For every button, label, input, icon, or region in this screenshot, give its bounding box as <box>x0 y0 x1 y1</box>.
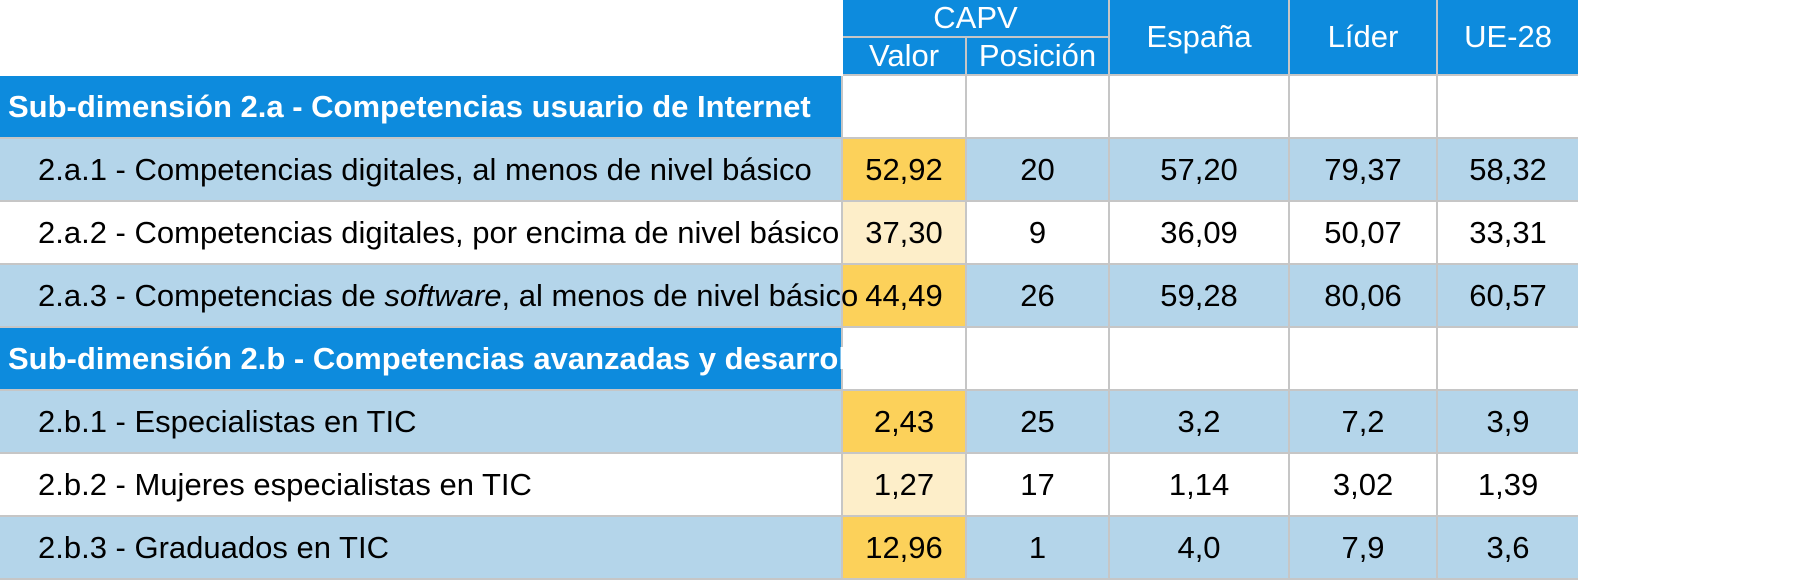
cell-capv-posicion: 1 <box>967 517 1111 580</box>
table-row: 2.b.1 - Especialistas en TIC 2,43 25 3,2 7,2… <box>0 391 1579 454</box>
table-row: 2.a.3 - Competencias de software, al men… <box>0 265 1579 328</box>
cell-lider: 79,37 <box>1290 139 1439 202</box>
indicator-label: 2.a.2 - Competencias digitales, por enci… <box>0 202 843 265</box>
header-col-capv-posicion: Posición <box>967 38 1111 76</box>
cell-ue28: 60,57 <box>1438 265 1579 328</box>
cell-capv-posicion: 20 <box>967 139 1111 202</box>
table-row: 2.a.2 - Competencias digitales, por enci… <box>0 202 1579 265</box>
header-corner-blank <box>0 0 843 76</box>
header-group-capv: CAPV <box>843 0 1111 38</box>
header-col-ue28: UE-28 <box>1438 0 1579 76</box>
header-row-bottom: Valor Posición <box>0 38 1578 76</box>
cell-espana: 57,20 <box>1110 139 1291 202</box>
indicator-label: 2.a.1 - Competencias digitales, al menos… <box>0 139 843 202</box>
cell-ue28: 3,6 <box>1438 517 1579 580</box>
header-col-espana: España <box>1110 0 1291 76</box>
table-header: CAPV España Líder UE-28 Valor Posición <box>0 0 1579 76</box>
cell-capv-valor: 12,96 <box>843 517 967 580</box>
section-blank-cell-ue28 <box>1438 76 1579 139</box>
section-header-row: Sub-dimensión 2.a - Competencias usuario… <box>0 76 1579 139</box>
section-blank-cell-valor <box>843 76 967 139</box>
section-blank-cell-espana <box>1110 76 1291 139</box>
section-blank-cell-ue28 <box>1438 328 1579 391</box>
header-col-lider: Líder <box>1290 0 1439 76</box>
cell-lider: 7,9 <box>1290 517 1439 580</box>
cell-espana: 3,2 <box>1110 391 1291 454</box>
cell-capv-posicion: 17 <box>967 454 1111 517</box>
indicator-label-emphasis: software <box>384 277 502 313</box>
table-row: 2.b.3 - Graduados en TIC 12,96 1 4,0 7,9 3,6 <box>0 517 1579 580</box>
section-blank-cell-espana <box>1110 328 1291 391</box>
cell-espana: 1,14 <box>1110 454 1291 517</box>
cell-capv-valor: 44,49 <box>843 265 967 328</box>
section-blank-cell-lider <box>1290 76 1439 139</box>
indicator-label: 2.a.3 - Competencias de software, al men… <box>0 265 858 328</box>
indicators-table: CAPV España Líder UE-28 Valor Posición S… <box>0 0 1579 580</box>
cell-ue28: 1,39 <box>1438 454 1579 517</box>
table-body: Sub-dimensión 2.a - Competencias usuario… <box>0 76 1579 580</box>
cell-espana: 59,28 <box>1110 265 1291 328</box>
section-blank-cell-lider <box>1290 328 1439 391</box>
section-blank-cell-posicion <box>967 328 1111 391</box>
cell-ue28: 33,31 <box>1438 202 1579 265</box>
cell-espana: 36,09 <box>1110 202 1291 265</box>
table-row: 2.b.2 - Mujeres especialistas en TIC 1,27… <box>0 454 1579 517</box>
header-row-top: CAPV España Líder UE-28 <box>0 0 1579 76</box>
section-blank-cell-posicion <box>967 76 1111 139</box>
cell-capv-posicion: 26 <box>967 265 1111 328</box>
cell-ue28: 58,32 <box>1438 139 1579 202</box>
cell-espana: 4,0 <box>1110 517 1291 580</box>
cell-ue28: 3,9 <box>1438 391 1579 454</box>
cell-capv-posicion: 9 <box>967 202 1111 265</box>
section-header-row: Sub-dimensión 2.b - Competencias avanzad… <box>0 328 1579 391</box>
cell-capv-valor: 37,30 <box>843 202 967 265</box>
indicator-label: 2.b.1 - Especialistas en TIC <box>0 391 843 454</box>
indicator-label: 2.b.2 - Mujeres especialistas en TIC <box>0 454 843 517</box>
section-header-label: Sub-dimensión 2.a - Competencias usuario… <box>0 76 843 139</box>
header-col-capv-valor: Valor <box>843 38 967 76</box>
section-blank-cell-valor <box>843 328 967 391</box>
cell-capv-valor: 2,43 <box>843 391 967 454</box>
table-row: 2.a.1 - Competencias digitales, al menos… <box>0 139 1579 202</box>
cell-capv-posicion: 25 <box>967 391 1111 454</box>
cell-capv-valor: 1,27 <box>843 454 967 517</box>
section-header-label: Sub-dimensión 2.b - Competencias avanzad… <box>0 328 875 391</box>
cell-capv-valor: 52,92 <box>843 139 967 202</box>
cell-lider: 80,06 <box>1290 265 1439 328</box>
cell-lider: 7,2 <box>1290 391 1439 454</box>
cell-lider: 3,02 <box>1290 454 1439 517</box>
cell-lider: 50,07 <box>1290 202 1439 265</box>
indicator-label: 2.b.3 - Graduados en TIC <box>0 517 843 580</box>
